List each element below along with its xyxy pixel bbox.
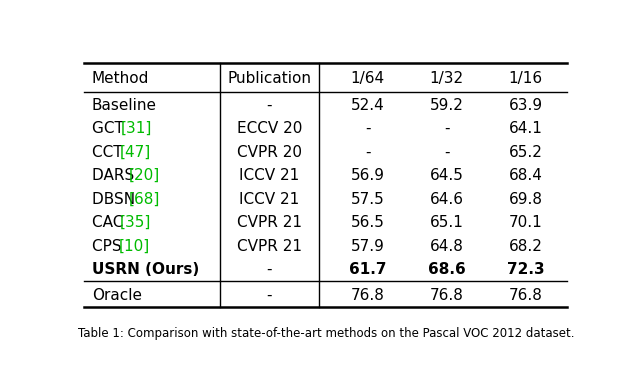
Text: Method: Method xyxy=(92,71,149,86)
Text: CVPR 21: CVPR 21 xyxy=(237,238,301,253)
Text: GCT: GCT xyxy=(92,121,128,136)
Text: Oracle: Oracle xyxy=(92,288,142,303)
Text: -: - xyxy=(365,121,371,136)
Text: [35]: [35] xyxy=(120,215,151,230)
Text: CPS: CPS xyxy=(92,238,127,253)
Text: 70.1: 70.1 xyxy=(509,215,543,230)
Text: [10]: [10] xyxy=(118,238,150,253)
Text: CVPR 20: CVPR 20 xyxy=(237,145,301,160)
Text: CVPR 21: CVPR 21 xyxy=(237,215,301,230)
Text: 57.9: 57.9 xyxy=(351,238,385,253)
Text: 64.1: 64.1 xyxy=(509,121,543,136)
Text: 1/16: 1/16 xyxy=(509,71,543,86)
Text: 56.5: 56.5 xyxy=(351,215,385,230)
Text: ICCV 21: ICCV 21 xyxy=(239,168,300,183)
Text: -: - xyxy=(266,97,272,113)
Text: [31]: [31] xyxy=(120,121,151,136)
Text: 76.8: 76.8 xyxy=(509,288,543,303)
Text: 68.2: 68.2 xyxy=(509,238,543,253)
Text: 69.8: 69.8 xyxy=(509,192,543,206)
Text: 56.9: 56.9 xyxy=(351,168,385,183)
Text: 1/32: 1/32 xyxy=(430,71,464,86)
Text: 76.8: 76.8 xyxy=(430,288,464,303)
Text: Baseline: Baseline xyxy=(92,97,157,113)
Text: 64.5: 64.5 xyxy=(430,168,464,183)
Text: -: - xyxy=(266,288,272,303)
Text: 63.9: 63.9 xyxy=(509,97,543,113)
Text: -: - xyxy=(444,121,450,136)
Text: -: - xyxy=(266,262,272,277)
Text: 65.1: 65.1 xyxy=(430,215,464,230)
Text: Publication: Publication xyxy=(227,71,311,86)
Text: [68]: [68] xyxy=(129,192,160,206)
Text: USRN (Ours): USRN (Ours) xyxy=(92,262,199,277)
Text: ICCV 21: ICCV 21 xyxy=(239,192,300,206)
Text: CCT: CCT xyxy=(92,145,127,160)
Text: 61.7: 61.7 xyxy=(349,262,387,277)
Text: Table 1: Comparison with state-of-the-art methods on the Pascal VOC 2012 dataset: Table 1: Comparison with state-of-the-ar… xyxy=(78,327,574,340)
Text: -: - xyxy=(365,145,371,160)
Text: 64.6: 64.6 xyxy=(430,192,464,206)
Text: DBSN: DBSN xyxy=(92,192,140,206)
Text: 52.4: 52.4 xyxy=(351,97,385,113)
Text: 1/64: 1/64 xyxy=(351,71,385,86)
Text: 68.6: 68.6 xyxy=(428,262,466,277)
Text: 68.4: 68.4 xyxy=(509,168,543,183)
Text: DARS: DARS xyxy=(92,168,139,183)
Text: [20]: [20] xyxy=(128,168,160,183)
Text: ECCV 20: ECCV 20 xyxy=(237,121,302,136)
Text: 65.2: 65.2 xyxy=(509,145,543,160)
Text: [47]: [47] xyxy=(120,145,151,160)
Text: 59.2: 59.2 xyxy=(430,97,464,113)
Text: 57.5: 57.5 xyxy=(351,192,385,206)
Text: 72.3: 72.3 xyxy=(507,262,544,277)
Text: 64.8: 64.8 xyxy=(430,238,464,253)
Text: -: - xyxy=(444,145,450,160)
Text: CAC: CAC xyxy=(92,215,128,230)
Text: 76.8: 76.8 xyxy=(351,288,385,303)
